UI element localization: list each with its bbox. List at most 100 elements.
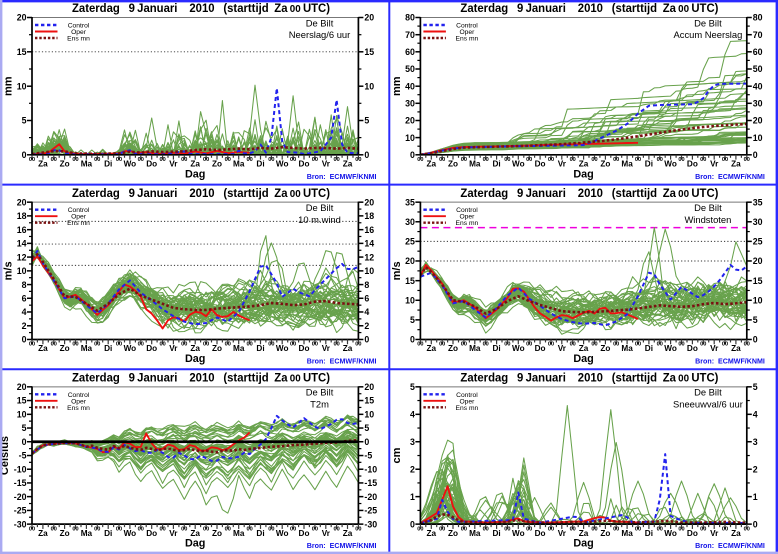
svg-text:12: 12: [17, 252, 27, 262]
svg-text:5: 5: [22, 423, 27, 433]
svg-text:Wo: Wo: [124, 344, 137, 353]
svg-text:Do: Do: [146, 160, 157, 169]
svg-text:50: 50: [405, 64, 415, 74]
svg-text:Do: Do: [299, 160, 310, 169]
svg-text:Vr: Vr: [558, 160, 567, 169]
svg-text:00: 00: [72, 526, 78, 532]
svg-text:00: 00: [355, 157, 361, 163]
svg-text:00: 00: [570, 342, 576, 348]
svg-text:00: 00: [268, 342, 274, 348]
svg-text:00: 00: [461, 157, 467, 163]
svg-text:Oper: Oper: [459, 398, 475, 405]
svg-text:20: 20: [753, 256, 763, 266]
svg-text:00: 00: [483, 157, 489, 163]
svg-text:30: 30: [405, 99, 415, 109]
svg-text:00: 00: [504, 526, 510, 532]
svg-text:Zaterdag 9 Januari 2010 (s: Zaterdag 9 Januari 2010 (starttijd Za 00…: [460, 1, 718, 15]
svg-text:Za: Za: [343, 344, 353, 353]
svg-text:Za: Za: [190, 529, 200, 538]
svg-text:Do: Do: [146, 344, 157, 353]
svg-text:Oper: Oper: [71, 29, 87, 36]
svg-text:Zo: Zo: [448, 160, 458, 169]
svg-text:cm: cm: [391, 447, 403, 463]
svg-text:00: 00: [268, 157, 274, 163]
svg-text:Ma: Ma: [621, 344, 633, 353]
svg-text:mm: mm: [3, 76, 15, 96]
svg-text:4: 4: [753, 410, 758, 420]
svg-text:Ma: Ma: [81, 344, 93, 353]
svg-text:m/s: m/s: [391, 261, 403, 280]
svg-text:Do: Do: [146, 529, 157, 538]
svg-text:80: 80: [405, 13, 415, 23]
svg-text:80: 80: [753, 13, 763, 23]
svg-text:-20: -20: [364, 492, 377, 502]
svg-text:00: 00: [439, 342, 445, 348]
svg-text:00: 00: [312, 526, 318, 532]
svg-text:70: 70: [753, 30, 763, 40]
svg-text:Vr: Vr: [322, 529, 331, 538]
svg-text:00: 00: [591, 342, 597, 348]
svg-text:00: 00: [29, 157, 35, 163]
svg-text:40: 40: [753, 81, 763, 91]
svg-text:0: 0: [753, 519, 758, 529]
svg-text:5: 5: [364, 116, 369, 126]
svg-text:20: 20: [364, 382, 374, 392]
svg-text:Bron: ECMWF/KNMI: Bron: ECMWF/KNMI: [307, 173, 377, 181]
svg-text:00: 00: [159, 157, 165, 163]
svg-text:0: 0: [22, 437, 27, 447]
svg-text:00: 00: [138, 157, 144, 163]
svg-text:00: 00: [570, 526, 576, 532]
svg-text:Do: Do: [535, 529, 546, 538]
svg-text:20: 20: [753, 116, 763, 126]
svg-text:Wo: Wo: [664, 529, 677, 538]
svg-text:00: 00: [439, 526, 445, 532]
svg-text:Za: Za: [190, 160, 200, 169]
svg-text:15: 15: [364, 396, 374, 406]
svg-text:Ma: Ma: [469, 160, 481, 169]
svg-text:Vr: Vr: [322, 160, 331, 169]
svg-text:00: 00: [526, 157, 532, 163]
svg-text:00: 00: [548, 342, 554, 348]
svg-text:00: 00: [355, 342, 361, 348]
svg-text:10: 10: [364, 266, 374, 276]
svg-text:00: 00: [246, 526, 252, 532]
svg-text:18: 18: [17, 211, 27, 221]
svg-text:00: 00: [290, 157, 296, 163]
svg-text:Bron: ECMWF/KNMI: Bron: ECMWF/KNMI: [307, 357, 377, 365]
svg-text:12: 12: [364, 252, 374, 262]
svg-text:m/s: m/s: [3, 261, 15, 280]
svg-text:10: 10: [17, 410, 27, 420]
svg-text:Wo: Wo: [276, 529, 289, 538]
svg-text:00: 00: [116, 157, 122, 163]
svg-text:Ma: Ma: [233, 529, 245, 538]
svg-text:3: 3: [753, 437, 758, 447]
svg-text:Di: Di: [256, 529, 264, 538]
svg-text:Dag: Dag: [573, 168, 593, 180]
svg-text:20: 20: [17, 197, 27, 207]
svg-text:2: 2: [410, 464, 415, 474]
svg-text:Za: Za: [343, 160, 353, 169]
svg-text:0: 0: [364, 335, 369, 345]
svg-text:Do: Do: [687, 529, 698, 538]
svg-text:00: 00: [613, 157, 619, 163]
svg-text:Zo: Zo: [60, 529, 70, 538]
svg-text:00: 00: [548, 157, 554, 163]
svg-text:Vr: Vr: [169, 529, 178, 538]
svg-text:-5: -5: [19, 451, 27, 461]
svg-text:00: 00: [333, 157, 339, 163]
svg-text:00: 00: [417, 526, 423, 532]
svg-text:10: 10: [17, 81, 27, 91]
svg-text:00: 00: [290, 342, 296, 348]
svg-text:2: 2: [364, 321, 369, 331]
svg-text:00: 00: [548, 526, 554, 532]
svg-text:-30: -30: [14, 519, 27, 529]
svg-text:00: 00: [333, 342, 339, 348]
svg-text:Control: Control: [68, 392, 90, 399]
svg-text:Ens mn: Ens mn: [67, 405, 90, 412]
svg-text:Za: Za: [579, 160, 589, 169]
svg-text:Ma: Ma: [81, 529, 93, 538]
svg-text:00: 00: [94, 526, 100, 532]
svg-text:Di: Di: [104, 529, 112, 538]
svg-text:00: 00: [461, 342, 467, 348]
svg-text:Ma: Ma: [621, 529, 633, 538]
